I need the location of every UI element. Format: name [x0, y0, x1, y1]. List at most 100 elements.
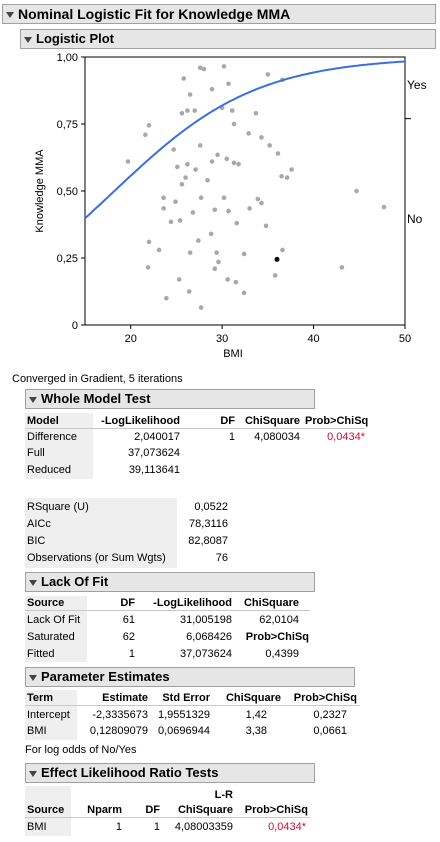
response-label-yes: Yes — [407, 78, 427, 92]
data-point — [241, 251, 247, 257]
data-point — [161, 195, 166, 200]
y-tick-label: 0,75 — [57, 119, 78, 131]
data-point — [190, 210, 196, 215]
elr-row-bmi-chisq: 4,08003359 — [174, 821, 233, 833]
elr-row-bmi-df: 1 — [153, 821, 160, 833]
lack-of-fit-header[interactable]: Lack Of Fit — [25, 572, 315, 592]
whole-model-test-header[interactable]: Whole Model Test — [25, 389, 315, 409]
pe-col-stderr: Std Error — [162, 692, 210, 704]
parameter-estimates-title: Parameter Estimates — [41, 669, 170, 684]
data-point — [284, 175, 290, 180]
elr-col-chisq: ChiSquare — [177, 804, 233, 816]
data-point — [247, 206, 252, 211]
data-point — [187, 92, 193, 97]
pe-header-rule — [25, 705, 360, 706]
logistic-curve — [84, 60, 406, 219]
data-point — [192, 108, 198, 113]
logistic-plot-chart: 0 0,25 0,50 0,75 1,00 20 30 40 50 BMI Knowledge MM… — [34, 52, 427, 360]
logistic-plot-header[interactable]: Logistic Plot — [20, 29, 436, 49]
lof-row-lackoffit-chisq: 62,0104 — [259, 614, 299, 626]
lof-row-fitted-loglik: 37,073624 — [180, 648, 232, 660]
row-difference-loglik: 2,040017 — [134, 431, 180, 443]
lof-col-prob: Prob>ChiSq — [245, 631, 309, 643]
disclosure-triangle-icon[interactable] — [6, 12, 14, 19]
data-point — [259, 135, 264, 140]
data-point — [265, 72, 271, 77]
stat-label-observations: Observations (or Sum Wgts) — [27, 552, 166, 564]
disclosure-triangle-icon[interactable] — [29, 770, 37, 777]
lack-of-fit-title: Lack Of Fit — [41, 574, 109, 589]
pe-row-label-band — [25, 690, 77, 740]
data-point — [171, 147, 176, 152]
pe-row-label-intercept: Intercept — [27, 709, 70, 721]
pe-row-bmi-estimate: 0,12809079 — [89, 725, 148, 737]
lof-col-df: DF — [120, 597, 135, 609]
data-point — [221, 64, 227, 69]
stat-value-bic: 82,8087 — [188, 535, 228, 547]
row-label-full: Full — [27, 447, 45, 459]
data-point — [221, 195, 227, 200]
data-point — [179, 182, 185, 187]
col-header-prob: Prob>ChiSq — [305, 415, 369, 427]
data-point — [161, 206, 166, 211]
row-label-difference: Difference — [27, 431, 77, 443]
plot-frame — [84, 56, 406, 326]
lof-col-loglik: -LogLikelihood — [153, 597, 232, 609]
data-point — [241, 290, 247, 296]
data-point — [196, 238, 201, 243]
data-point — [176, 277, 182, 282]
pe-row-intercept-stderr: 1,9551329 — [158, 709, 210, 721]
pe-col-estimate: Estimate — [102, 692, 148, 704]
data-point — [255, 196, 261, 202]
data-point — [209, 86, 215, 92]
stats-label-band — [25, 498, 177, 568]
data-point — [226, 81, 231, 87]
response-label-no: No — [407, 212, 423, 226]
data-point — [185, 108, 190, 113]
parameter-estimates-header[interactable]: Parameter Estimates — [25, 667, 355, 687]
stat-label-rsquare: RSquare (U) — [27, 501, 89, 513]
disclosure-triangle-icon[interactable] — [29, 674, 37, 681]
data-point — [233, 279, 239, 285]
elr-col-prob: Prob>ChiSq — [244, 804, 308, 816]
col-header-chisq: ChiSquare — [244, 415, 300, 427]
data-point — [289, 167, 294, 172]
data-point — [209, 159, 215, 164]
data-point — [339, 265, 345, 270]
pe-col-chisq: ChiSquare — [225, 692, 281, 704]
pe-row-label-bmi: BMI — [27, 725, 47, 737]
data-point — [208, 231, 214, 237]
lof-col-source: Source — [27, 597, 65, 609]
elr-row-label-band — [25, 786, 71, 836]
data-point — [164, 295, 169, 301]
y-tick-label: 0,25 — [57, 253, 78, 265]
stat-value-rsquare: 0,0522 — [194, 501, 228, 513]
y-axis-label: Knowledge MMA — [34, 149, 46, 233]
effect-lr-tests-header[interactable]: Effect Likelihood Ratio Tests — [25, 763, 315, 783]
col-header-loglik: -LogLikelihood — [101, 415, 180, 427]
data-point — [181, 76, 187, 81]
elr-col-lr: L-R — [214, 789, 233, 801]
pe-row-intercept-estimate: -2,3335673 — [92, 709, 148, 721]
converged-status: Converged in Gradient, 5 iterations — [12, 373, 183, 385]
disclosure-triangle-icon[interactable] — [29, 579, 37, 586]
data-point — [216, 259, 221, 265]
data-point — [156, 247, 162, 253]
elr-col-df: DF — [145, 804, 160, 816]
disclosure-triangle-icon[interactable] — [29, 396, 37, 403]
data-point — [246, 131, 251, 136]
lof-col-chisq: ChiSquare — [243, 597, 299, 609]
data-point — [146, 123, 152, 128]
lof-row-fitted-df: 1 — [128, 648, 135, 660]
report-title: Nominal Logistic Fit for Knowledge MMA — [18, 6, 291, 22]
data-point — [186, 289, 192, 294]
report-title-header[interactable]: Nominal Logistic Fit for Knowledge MMA — [2, 4, 436, 24]
data-point — [143, 132, 148, 138]
disclosure-triangle-icon[interactable] — [24, 36, 32, 43]
x-tick-label: 40 — [307, 333, 319, 345]
elr-col-nparm: Nparm — [87, 804, 122, 816]
elr-row-label-bmi: BMI — [27, 821, 47, 833]
data-point — [146, 239, 152, 245]
data-point — [185, 161, 190, 167]
row-label-reduced: Reduced — [27, 464, 72, 476]
